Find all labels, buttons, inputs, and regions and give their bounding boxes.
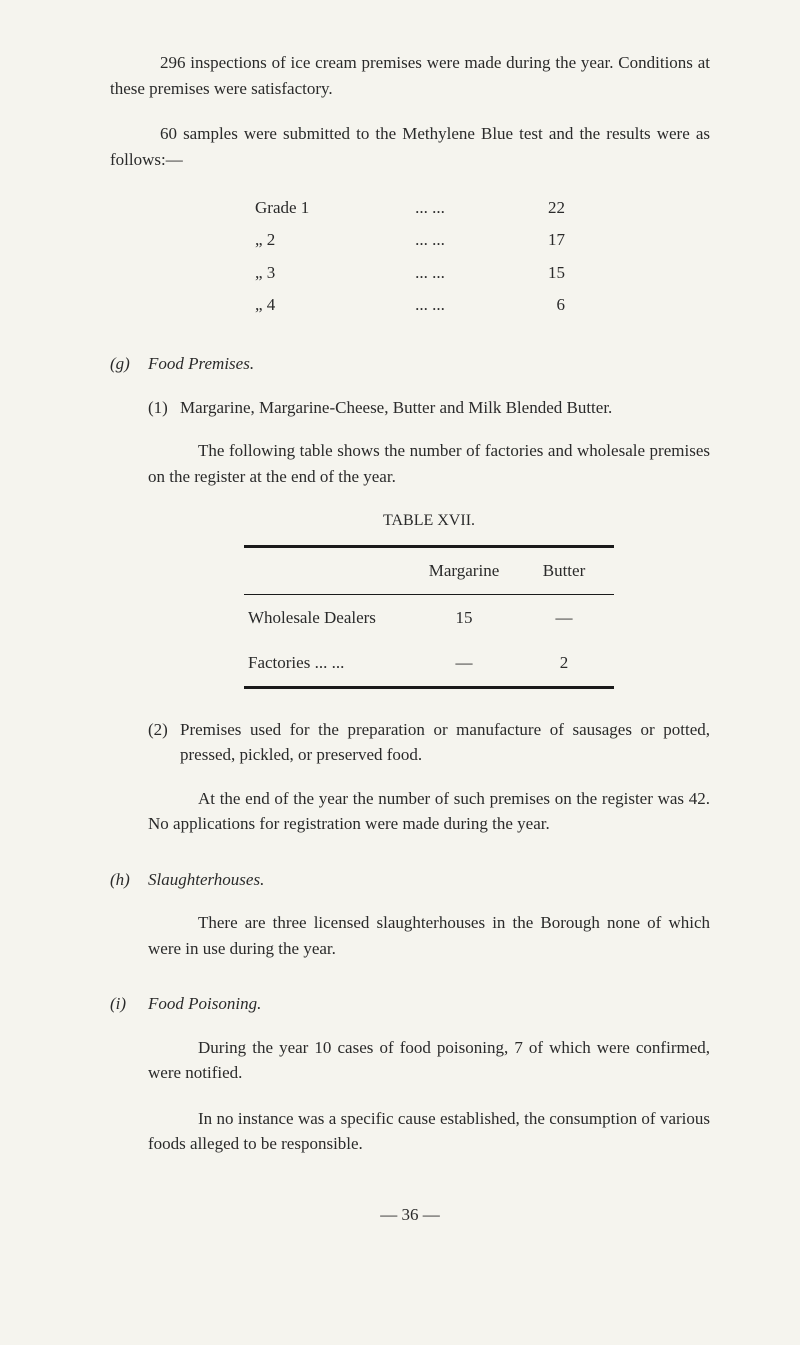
grade-value: 15 bbox=[525, 257, 565, 289]
grade-value: 6 bbox=[525, 289, 565, 321]
grade-row: „ 4 ... ... 6 bbox=[255, 289, 565, 321]
table-cell: — bbox=[414, 640, 514, 687]
grade-value: 22 bbox=[525, 192, 565, 224]
table-header-margarine: Margarine bbox=[414, 547, 514, 595]
table-header-empty bbox=[244, 547, 414, 595]
data-table-xvii: Margarine Butter Wholesale Dealers 15 — … bbox=[244, 545, 614, 689]
sub-marker: (1) bbox=[148, 395, 180, 421]
sub-item-2: (2) Premises used for the preparation or… bbox=[148, 717, 710, 768]
table-title: TABLE XVII. bbox=[148, 509, 710, 533]
sub-content: Premises used for the preparation or man… bbox=[180, 717, 710, 768]
grade-label: „ 4 bbox=[255, 289, 335, 321]
para-slaughterhouses: There are three licensed slaughterhouses… bbox=[148, 910, 710, 961]
para-table-intro: The following table shows the number of … bbox=[148, 438, 710, 489]
section-marker-i: (i) bbox=[110, 991, 148, 1177]
dots: ... ... bbox=[335, 257, 525, 289]
section-i: (i) Food Poisoning. During the year 10 c… bbox=[110, 991, 710, 1177]
section-marker-g: (g) bbox=[110, 351, 148, 857]
section-title-food-poisoning: Food Poisoning. bbox=[148, 991, 710, 1017]
para-inspections: 296 inspections of ice cream premises we… bbox=[110, 50, 710, 101]
section-marker-h: (h) bbox=[110, 867, 148, 982]
table-cell: — bbox=[514, 594, 614, 640]
grade-row: „ 3 ... ... 15 bbox=[255, 257, 565, 289]
para-register: At the end of the year the number of suc… bbox=[148, 786, 710, 837]
para-samples: 60 samples were submitted to the Methyle… bbox=[110, 121, 710, 172]
grade-value: 17 bbox=[525, 224, 565, 256]
section-g: (g) Food Premises. (1) Margarine, Margar… bbox=[110, 351, 710, 857]
table-cell: Wholesale Dealers bbox=[244, 594, 414, 640]
grade-row: „ 2 ... ... 17 bbox=[255, 224, 565, 256]
grade-row: Grade 1 ... ... 22 bbox=[255, 192, 565, 224]
grade-label: Grade 1 bbox=[255, 192, 335, 224]
table-cell: 15 bbox=[414, 594, 514, 640]
table-cell: Factories ... ... bbox=[244, 640, 414, 687]
para-poisoning-2: In no instance was a specific cause esta… bbox=[148, 1106, 710, 1157]
section-title-food-premises: Food Premises. bbox=[148, 351, 710, 377]
section-title-slaughterhouses: Slaughterhouses. bbox=[148, 867, 710, 893]
sub-marker: (2) bbox=[148, 717, 180, 768]
grade-label: „ 3 bbox=[255, 257, 335, 289]
section-h: (h) Slaughterhouses. There are three lic… bbox=[110, 867, 710, 982]
page-number: — 36 — bbox=[110, 1202, 710, 1228]
dots: ... ... bbox=[335, 192, 525, 224]
sub-item-1: (1) Margarine, Margarine-Cheese, Butter … bbox=[148, 395, 710, 421]
table-cell: 2 bbox=[514, 640, 614, 687]
table-header-butter: Butter bbox=[514, 547, 614, 595]
para-poisoning-1: During the year 10 cases of food poisoni… bbox=[148, 1035, 710, 1086]
grade-label: „ 2 bbox=[255, 224, 335, 256]
dots: ... ... bbox=[335, 224, 525, 256]
sub-content: Margarine, Margarine-Cheese, Butter and … bbox=[180, 395, 710, 421]
dots: ... ... bbox=[335, 289, 525, 321]
grade-list: Grade 1 ... ... 22 „ 2 ... ... 17 „ 3 ..… bbox=[255, 192, 565, 321]
